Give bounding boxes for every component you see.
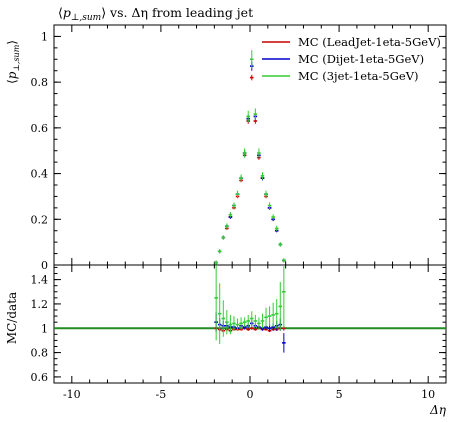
y-tick-label: 0.4 bbox=[31, 168, 49, 181]
x-tick-label: 10 bbox=[421, 388, 435, 401]
main-panel: 0 0.2 0.4 0.6 0.8 1 bbox=[31, 24, 447, 272]
y-tick-label: 1.4 bbox=[31, 274, 49, 287]
y-tick-label: 1 bbox=[41, 30, 48, 43]
ratio-panel: 0.6 0.8 1 1.2 1.4 -10 -5 0 5 10 bbox=[31, 264, 447, 401]
chart-title: ⟨p⊥,sum⟩ vs. Δη from leading jet bbox=[58, 5, 253, 23]
x-tick-label: 0 bbox=[247, 388, 254, 401]
main-y-axis-label: ⟨p⊥,sum⟩ bbox=[5, 40, 21, 84]
series-2 bbox=[214, 265, 286, 345]
series-2 bbox=[214, 50, 286, 265]
series-1 bbox=[214, 61, 286, 265]
y-tick-label: 0.8 bbox=[31, 76, 49, 89]
y-tick-label: 0 bbox=[41, 259, 48, 272]
legend-entry-1: MC (Dijet-1eta-5GeV) bbox=[298, 52, 424, 66]
y-tick-label: 1 bbox=[41, 322, 48, 335]
legend: MC (LeadJet-1eta-5GeV) MC (Dijet-1eta-5Ge… bbox=[262, 35, 441, 83]
y-tick-label: 0.6 bbox=[31, 371, 49, 384]
legend-entry-0: MC (LeadJet-1eta-5GeV) bbox=[298, 35, 441, 49]
legend-entry-2: MC (3jet-1eta-5GeV) bbox=[298, 69, 419, 83]
x-tick-label: -10 bbox=[63, 388, 81, 401]
x-axis-label: Δη bbox=[429, 403, 447, 417]
ratio-y-axis-label: MC/data bbox=[5, 292, 19, 344]
y-tick-label: 1.2 bbox=[31, 298, 49, 311]
series-0 bbox=[214, 74, 286, 264]
y-tick-label: 0.2 bbox=[31, 213, 49, 226]
y-tick-label: 0.6 bbox=[31, 122, 49, 135]
y-tick-label: 0.8 bbox=[31, 347, 49, 360]
x-tick-label: -5 bbox=[156, 388, 167, 401]
x-tick-label: 5 bbox=[336, 388, 343, 401]
